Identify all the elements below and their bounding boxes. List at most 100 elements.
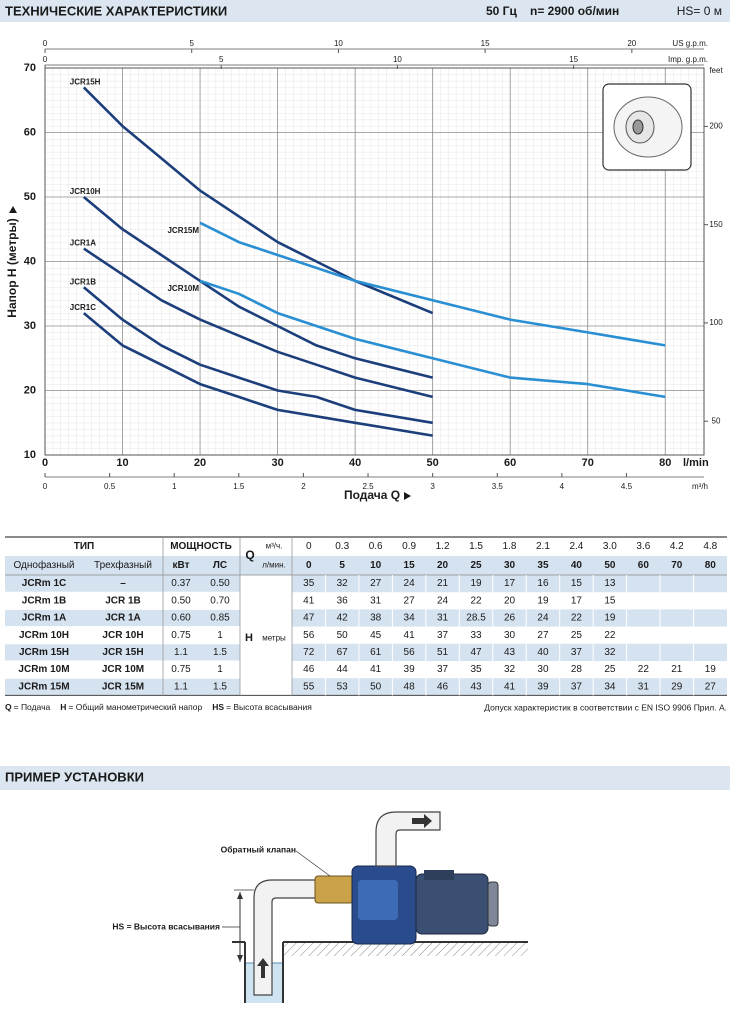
hs-label: HS = Высота всасывания xyxy=(112,921,220,931)
head-value: 47 xyxy=(303,613,315,624)
curve xyxy=(82,286,433,425)
y-tick-label: 70 xyxy=(24,62,36,74)
head-value: 29 xyxy=(671,681,683,692)
impeller-image xyxy=(602,83,692,171)
head-value: 46 xyxy=(437,681,449,692)
y-tick-label: 60 xyxy=(24,126,36,138)
q-m3h: 0.9 xyxy=(402,541,416,552)
q-lmin: 70 xyxy=(671,560,683,571)
curve xyxy=(82,312,433,437)
q-lmin: 30 xyxy=(504,560,516,571)
q-m3h: 1.5 xyxy=(469,541,483,552)
ground-hatch xyxy=(283,942,528,956)
q-lmin: 40 xyxy=(571,560,583,571)
q-lmin: 50 xyxy=(604,560,616,571)
head-value: 43 xyxy=(470,681,482,692)
secondary-tick-label: 0 xyxy=(43,482,48,491)
power-kw: 0.60 xyxy=(171,613,191,624)
head-value: 17 xyxy=(571,595,583,606)
head-value: 55 xyxy=(303,681,315,692)
section-bar xyxy=(0,766,730,790)
header-hp: ЛС xyxy=(213,560,227,571)
q-lmin: 0 xyxy=(306,560,312,571)
note-text: = Подача xyxy=(14,702,51,712)
x-tick-label: 30 xyxy=(271,457,283,469)
fan-cover xyxy=(487,881,499,927)
terminal-box xyxy=(424,870,454,880)
head-value: 25 xyxy=(604,664,616,675)
x-axis-unit: l/min xyxy=(683,457,709,469)
row-shade xyxy=(5,643,727,661)
secondary-tick-label: 15 xyxy=(569,55,578,64)
head-value: 42 xyxy=(337,613,349,624)
header-type: ТИП xyxy=(74,541,94,552)
note-key: Q xyxy=(5,702,12,712)
head-value: 56 xyxy=(303,630,315,641)
head-value: 41 xyxy=(370,664,382,675)
header-q: Q xyxy=(245,548,254,562)
q-m3h: 0 xyxy=(306,541,312,552)
flow-arrow xyxy=(257,958,269,978)
head-value: 19 xyxy=(537,595,549,606)
head-value: 15 xyxy=(571,578,583,589)
head-value: 22 xyxy=(571,613,583,624)
head-value: 72 xyxy=(303,647,315,658)
head-value: 24 xyxy=(537,613,549,624)
q-m3h: 1.8 xyxy=(503,541,517,552)
head-value: 21 xyxy=(671,664,683,675)
head-value: 39 xyxy=(404,664,416,675)
head-value: 27 xyxy=(404,595,416,606)
valve-leader xyxy=(295,850,331,877)
model-single: JCRm 1A xyxy=(22,613,66,624)
head-value: 26 xyxy=(504,613,516,624)
head-value: 41 xyxy=(404,630,416,641)
row-shade xyxy=(5,609,727,627)
curve-label: JCR1C xyxy=(70,303,96,312)
header-power: МОЩНОСТЬ xyxy=(170,541,232,552)
head-value: 32 xyxy=(337,578,349,589)
model-single: JCRm 15H xyxy=(19,647,69,658)
discharge-arrow xyxy=(412,814,432,828)
model-single: JCRm 1C xyxy=(22,578,66,589)
head-value: 37 xyxy=(571,647,583,658)
head-value: 67 xyxy=(337,647,349,658)
installation-diagram xyxy=(222,811,528,1003)
power-hp: 1.5 xyxy=(213,647,227,658)
secondary-tick-label: 20 xyxy=(627,39,636,48)
y-tick-label: 10 xyxy=(24,449,36,461)
plot-frame xyxy=(44,67,705,456)
head-value: 19 xyxy=(470,578,482,589)
secondary-tick-label: 200 xyxy=(709,121,723,130)
head-value: 22 xyxy=(604,630,616,641)
hs-arrow-bottom xyxy=(237,955,243,962)
q-lmin: 35 xyxy=(537,560,549,571)
curve-label: JCR1A xyxy=(70,239,96,248)
q-m3h: 2.1 xyxy=(536,541,550,552)
x-tick-label: 20 xyxy=(194,457,206,469)
q-m3h: 4.8 xyxy=(703,541,717,552)
x-tick-label: 60 xyxy=(504,457,516,469)
secondary-tick-label: 0 xyxy=(43,39,48,48)
head-value: 35 xyxy=(470,664,482,675)
power-hp: 0.70 xyxy=(210,595,230,606)
secondary-tick-label: 4.5 xyxy=(621,482,633,491)
valve-label: Обратный клапан xyxy=(221,844,296,854)
q-lmin: 5 xyxy=(339,560,345,571)
model-three: JCR 15H xyxy=(102,647,143,658)
secondary-axis-unit: m³/h xyxy=(692,482,708,491)
head-value: 22 xyxy=(470,595,482,606)
x-tick-label: 50 xyxy=(427,457,439,469)
note-key: H xyxy=(60,702,66,712)
curve-label: JCR15M xyxy=(167,226,199,235)
row-shade xyxy=(5,575,727,593)
performance-table: ТИП МОЩНОСТЬ Однофазный Трехфазный кВт ЛС Qм³/… xyxy=(5,536,727,696)
y-tick-label: 50 xyxy=(24,191,36,203)
secondary-tick-label: 0 xyxy=(43,55,48,64)
header-q-m3h-unit: м³/ч. xyxy=(266,542,283,551)
head-value: 47 xyxy=(470,647,482,658)
head-value: 17 xyxy=(504,578,516,589)
head-value: 46 xyxy=(303,664,315,675)
header-single-phase: Однофазный xyxy=(13,559,74,571)
note-text: = Высота всасывания xyxy=(226,702,312,712)
